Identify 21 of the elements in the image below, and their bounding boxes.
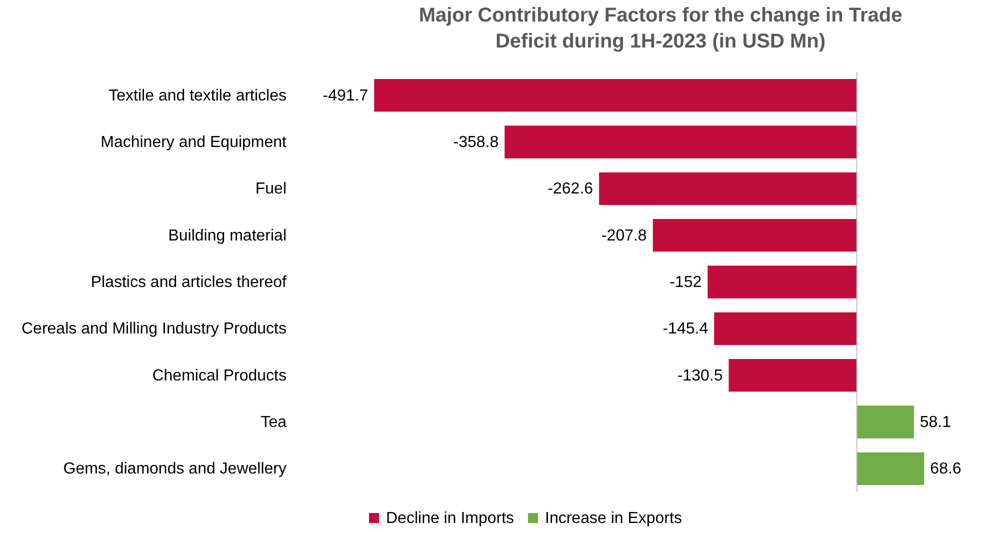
- data-label: -152: [670, 274, 702, 291]
- y-tick-label: Plastics and articles thereof: [90, 274, 288, 291]
- data-label: -358.8: [453, 134, 499, 151]
- data-label: -130.5: [677, 367, 723, 384]
- y-tick-label: Textile and textile articles: [108, 87, 286, 104]
- legend-label: Increase in Exports: [545, 510, 682, 527]
- y-tick-label: Tea: [260, 414, 287, 431]
- data-label: -262.6: [548, 180, 594, 198]
- y-tick-label: Building material: [168, 227, 286, 244]
- data-label: 68.6: [930, 460, 962, 478]
- data-label: 58.1: [920, 414, 952, 431]
- chart-title: Major Contributory Factors for the change in Trade Deficit during 1H-2023 (in USD Mn): [418, 4, 902, 52]
- data-label: -207.8: [601, 227, 647, 244]
- y-tick-label: Gems, diamonds and Jewellery: [63, 460, 286, 478]
- legend-label: Decline in Imports: [386, 510, 514, 527]
- y-tick-label: Fuel: [255, 180, 286, 198]
- y-tick-label: Chemical Products: [152, 367, 286, 384]
- data-label: -145.4: [662, 320, 708, 338]
- data-label: -491.7: [322, 87, 368, 104]
- y-tick-label: Cereals and Milling Industry Products: [21, 320, 286, 338]
- y-tick-label: Machinery and Equipment: [100, 134, 288, 151]
